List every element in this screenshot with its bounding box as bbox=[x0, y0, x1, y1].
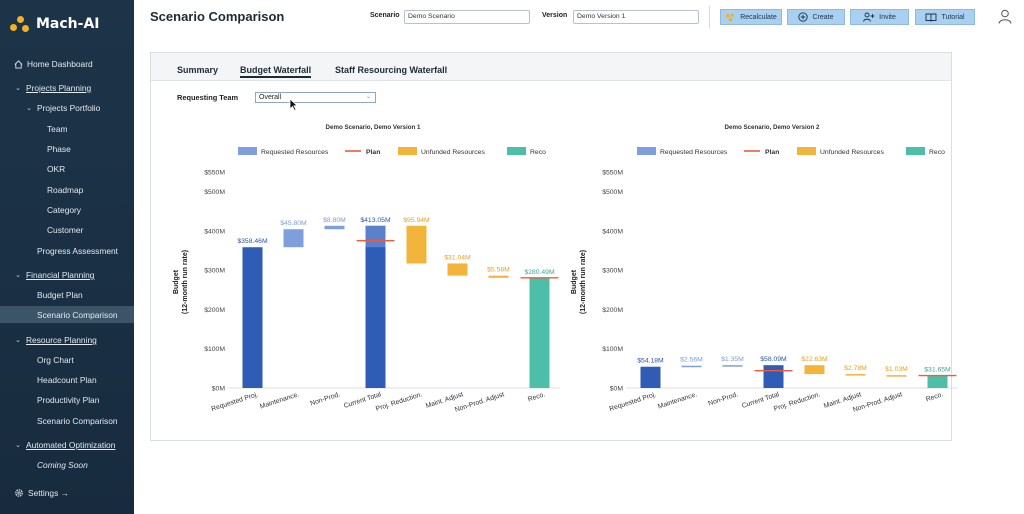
sidebar-item-phase[interactable]: Phase bbox=[47, 144, 71, 154]
gear-icon bbox=[15, 489, 23, 497]
recalculate-icon bbox=[726, 13, 735, 22]
add-user-icon bbox=[863, 12, 875, 22]
logo-icon bbox=[10, 14, 30, 34]
sidebar-item-category[interactable]: Category bbox=[47, 205, 81, 215]
sidebar-item-projects-planning[interactable]: ⌄ Projects Planning bbox=[15, 83, 92, 93]
sidebar-item-headcount-plan[interactable]: Headcount Plan bbox=[37, 375, 97, 385]
chevron-down-icon: ⌄ bbox=[365, 94, 371, 100]
tab-budget-waterfall[interactable]: Budget Waterfall bbox=[240, 65, 312, 78]
top-header: Scenario Comparison Scenario Demo Scenar… bbox=[134, 0, 1024, 34]
chevron-down-icon: ⌄ bbox=[15, 337, 21, 344]
sidebar-item-org-chart[interactable]: Org Chart bbox=[37, 355, 74, 365]
sidebar: Mach-AI Home Dashboard ⌄ Projects Planni… bbox=[0, 0, 134, 514]
plus-circle-icon bbox=[798, 12, 809, 22]
create-button[interactable]: Create bbox=[787, 9, 845, 25]
sidebar-item-scenario-comparison-resource[interactable]: Scenario Comparison bbox=[37, 416, 118, 426]
sidebar-item-resource-planning[interactable]: ⌄ Resource Planning bbox=[15, 335, 97, 345]
app-name: Mach-AI bbox=[36, 16, 100, 32]
sidebar-item-home-dashboard[interactable]: Home Dashboard bbox=[14, 59, 93, 69]
page-title: Scenario Comparison bbox=[150, 9, 285, 24]
tab-summary[interactable]: Summary bbox=[177, 65, 219, 75]
sidebar-item-team[interactable]: Team bbox=[47, 124, 68, 134]
chevron-down-icon: ⌄ bbox=[15, 272, 21, 279]
book-icon bbox=[926, 13, 937, 22]
tab-staff-resourcing-waterfall[interactable]: Staff Resourcing Waterfall bbox=[335, 65, 448, 75]
sidebar-item-customer[interactable]: Customer bbox=[47, 225, 84, 235]
version-select[interactable]: Demo Version 1 bbox=[573, 10, 699, 24]
sidebar-item-projects-portfolio[interactable]: ⌄ Projects Portfolio bbox=[26, 103, 101, 113]
requesting-team-select[interactable]: Overall ⌄ bbox=[255, 92, 376, 103]
recalculate-button[interactable]: Recalculate bbox=[720, 9, 782, 25]
sidebar-item-automated-optimization[interactable]: ⌄ Automated Optimization bbox=[15, 440, 116, 450]
requesting-team-label: Requesting Team bbox=[177, 93, 239, 102]
content-card: Summary Budget Waterfall Staff Resourcin… bbox=[150, 52, 952, 441]
tab-bar: Summary Budget Waterfall Staff Resourcin… bbox=[151, 53, 951, 81]
tutorial-button[interactable]: Tutorial bbox=[915, 9, 975, 25]
header-divider bbox=[709, 6, 710, 28]
sidebar-item-financial-planning[interactable]: ⌄ Financial Planning bbox=[15, 270, 95, 280]
chevron-down-icon: ⌄ bbox=[15, 85, 21, 92]
sidebar-item-budget-plan[interactable]: Budget Plan bbox=[37, 290, 83, 300]
invite-button[interactable]: Invite bbox=[850, 9, 909, 25]
chevron-down-icon: ⌄ bbox=[15, 442, 21, 449]
sidebar-item-scenario-comparison-financial[interactable]: Scenario Comparison bbox=[0, 306, 134, 323]
sidebar-item-okr[interactable]: OKR bbox=[47, 164, 66, 174]
sidebar-item-coming-soon: Coming Soon bbox=[37, 460, 88, 470]
sidebar-item-progress-assessment[interactable]: Progress Assessment bbox=[37, 246, 118, 256]
user-profile-icon[interactable] bbox=[998, 9, 1012, 24]
scenario-select[interactable]: Demo Scenario bbox=[404, 10, 530, 24]
sidebar-item-roadmap[interactable]: Roadmap bbox=[47, 185, 84, 195]
home-icon bbox=[14, 59, 23, 69]
sidebar-item-productivity-plan[interactable]: Productivity Plan bbox=[37, 395, 100, 405]
chevron-down-icon: ⌄ bbox=[26, 105, 32, 112]
scenario-label: Scenario bbox=[370, 12, 400, 19]
mouse-cursor-icon bbox=[289, 98, 298, 111]
app-logo[interactable]: Mach-AI bbox=[10, 14, 100, 34]
version-label: Version bbox=[542, 12, 568, 19]
settings-link[interactable]: Settings → bbox=[14, 488, 69, 498]
